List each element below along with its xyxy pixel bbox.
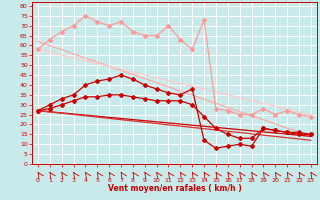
X-axis label: Vent moyen/en rafales ( km/h ): Vent moyen/en rafales ( km/h )	[108, 184, 241, 193]
